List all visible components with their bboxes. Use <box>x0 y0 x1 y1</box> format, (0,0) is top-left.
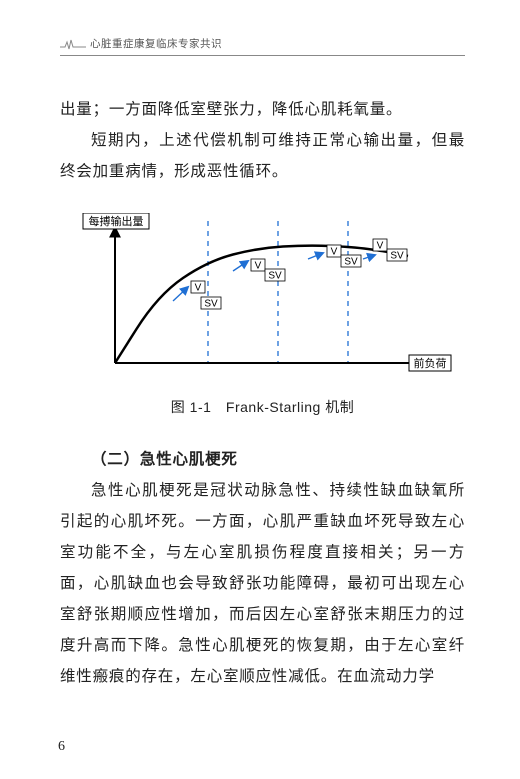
chart-caption: 图 1-1 Frank-Starling 机制 <box>171 397 354 417</box>
page: 心脏重症康复临床专家共识 出量；一方面降低室壁张力，降低心肌耗氧量。 短期内，上… <box>0 0 520 779</box>
header-title: 心脏重症康复临床专家共识 <box>90 36 222 51</box>
svg-text:V: V <box>254 261 261 272</box>
header-rule <box>60 55 465 56</box>
page-header: 心脏重症康复临床专家共识 <box>60 36 465 51</box>
svg-text:V: V <box>376 241 383 252</box>
paragraph: 短期内，上述代偿机制可维持正常心输出量，但最终会加重病情，形成恶性循环。 <box>60 125 465 187</box>
heartbeat-icon <box>60 38 86 50</box>
paragraph: 急性心肌梗死是冠状动脉急性、持续性缺血缺氧所引起的心肌坏死。一方面，心肌严重缺血… <box>60 475 465 692</box>
section-title: （二）急性心肌梗死 <box>91 447 465 469</box>
svg-text:每搏输出量: 每搏输出量 <box>88 214 143 228</box>
paragraph: 出量；一方面降低室壁张力，降低心肌耗氧量。 <box>60 94 465 125</box>
svg-text:SV: SV <box>390 251 404 262</box>
svg-text:SV: SV <box>268 271 282 282</box>
svg-text:SV: SV <box>204 299 218 310</box>
top-paragraphs: 出量；一方面降低室壁张力，降低心肌耗氧量。 短期内，上述代偿机制可维持正常心输出… <box>60 94 465 187</box>
page-number: 6 <box>58 739 65 755</box>
svg-text:前负荷: 前负荷 <box>413 356 446 370</box>
bottom-paragraphs: 急性心肌梗死是冠状动脉急性、持续性缺血缺氧所引起的心肌坏死。一方面，心肌严重缺血… <box>60 475 465 692</box>
svg-text:SV: SV <box>344 257 358 268</box>
frank-starling-chart: 每搏输出量前负荷VSVVSVVSVVSV <box>73 213 453 391</box>
svg-text:V: V <box>330 247 337 258</box>
chart-container: 每搏输出量前负荷VSVVSVVSVVSV 图 1-1 Frank-Starlin… <box>60 213 465 417</box>
svg-text:V: V <box>194 283 201 294</box>
